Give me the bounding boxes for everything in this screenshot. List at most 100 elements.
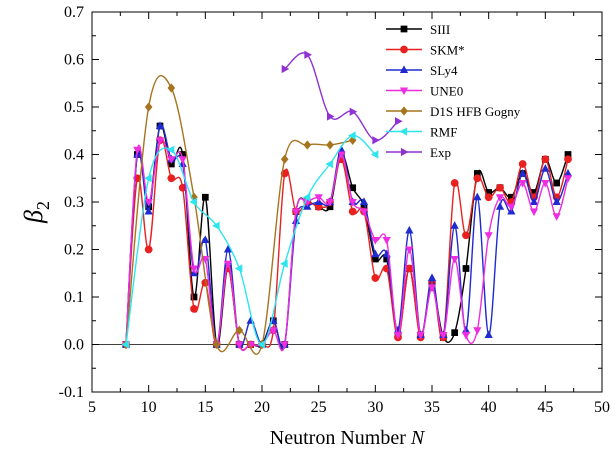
data-point	[462, 265, 470, 272]
x-tick-label: 25	[311, 399, 327, 416]
x-axis-variable: N	[410, 427, 426, 449]
data-point	[371, 274, 380, 282]
data-point	[382, 237, 391, 245]
data-point	[212, 221, 220, 230]
series-line	[284, 52, 399, 141]
y-tick-label: 0.3	[64, 194, 84, 211]
data-point	[280, 259, 288, 268]
data-point	[280, 341, 289, 350]
data-point	[280, 154, 289, 164]
data-point	[190, 293, 198, 301]
legend-entry: SIII	[386, 22, 450, 37]
legend-entry: RMF	[386, 125, 457, 140]
x-tick-label: 30	[367, 399, 383, 416]
data-point	[155, 137, 165, 145]
data-point	[348, 131, 356, 140]
legend-label: SIII	[430, 22, 450, 37]
data-point	[405, 246, 414, 255]
data-point	[302, 193, 311, 202]
data-point	[269, 327, 278, 335]
y-tick-label: 0.0	[64, 337, 84, 354]
y-tick-label: 0.5	[64, 99, 84, 116]
data-point	[144, 102, 153, 112]
data-point	[326, 140, 334, 150]
data-point	[370, 150, 379, 159]
x-tick-label: 15	[197, 399, 213, 416]
data-point	[394, 117, 403, 126]
data-point	[484, 232, 493, 240]
data-point	[484, 330, 493, 339]
y-axis-title: β2	[19, 201, 53, 224]
data-point	[541, 164, 550, 172]
legend-marker	[400, 147, 409, 157]
data-point	[518, 168, 527, 177]
data-point	[393, 331, 403, 340]
data-point	[166, 145, 175, 154]
axis-ticks: 5 10 15 20 25 30 35 40 45 50 -0.1 0.0 0.1 0.2 0.3 0.4 0.…	[59, 4, 610, 416]
series-line	[125, 74, 353, 355]
legend-entry: Exp	[386, 145, 451, 160]
legend-marker	[400, 106, 408, 116]
data-point	[144, 245, 153, 254]
legend-entry: SKM*	[386, 43, 465, 58]
data-point	[348, 207, 357, 216]
data-point	[348, 199, 357, 207]
plot-frame	[91, 11, 603, 393]
x-tick-label: 5	[88, 399, 96, 416]
series-line	[125, 124, 569, 351]
y-tick-label: 0.6	[64, 52, 84, 69]
data-point	[518, 160, 527, 168]
y-axis-subscript: 2	[33, 201, 53, 210]
data-point	[189, 197, 197, 207]
legend-marker	[400, 25, 408, 33]
y-tick-label: 0.1	[64, 289, 84, 306]
data-point	[201, 193, 209, 201]
data-point	[371, 249, 380, 258]
data-point	[553, 179, 561, 187]
data-point	[325, 159, 334, 169]
data-point	[541, 180, 550, 188]
data-point	[190, 304, 198, 313]
data-point	[529, 208, 539, 217]
data-point	[212, 339, 221, 350]
legend-label: D1S HFB Gogny	[430, 104, 521, 119]
x-tick-label: 45	[537, 399, 553, 416]
data-point	[473, 174, 482, 183]
legend-label: RMF	[430, 125, 457, 140]
data-point	[291, 208, 301, 217]
y-tick-label: -0.1	[59, 384, 84, 401]
data-point	[349, 107, 358, 116]
x-axis-title: Neutron Number N	[270, 427, 426, 449]
data-point	[495, 194, 505, 202]
data-point	[223, 260, 233, 269]
legend-marker	[399, 87, 409, 96]
data-point	[450, 221, 459, 229]
series-line	[125, 123, 569, 349]
x-tick-label: 10	[141, 399, 157, 416]
legend-marker	[399, 65, 409, 73]
x-tick-label: 40	[481, 399, 497, 416]
series-4	[122, 74, 357, 355]
data-point	[144, 174, 152, 183]
x-tick-label: 50	[594, 399, 610, 416]
legend-label: Exp	[430, 145, 451, 160]
data-point	[371, 237, 380, 245]
data-point	[201, 235, 210, 243]
data-point	[529, 197, 539, 205]
data-point	[167, 83, 176, 93]
y-axis-symbol: β	[19, 210, 48, 224]
data-point	[541, 155, 550, 164]
data-point	[303, 140, 312, 150]
y-tick-label: 0.2	[64, 242, 84, 259]
series-3	[121, 137, 573, 352]
data-point	[507, 203, 516, 212]
data-point	[372, 136, 380, 145]
x-tick-label: 20	[254, 399, 270, 416]
data-point	[473, 327, 482, 335]
data-point	[133, 146, 142, 155]
legend-label: UNE0	[430, 84, 463, 99]
data-point	[359, 197, 369, 205]
data-point	[439, 331, 448, 340]
data-point	[405, 225, 414, 234]
